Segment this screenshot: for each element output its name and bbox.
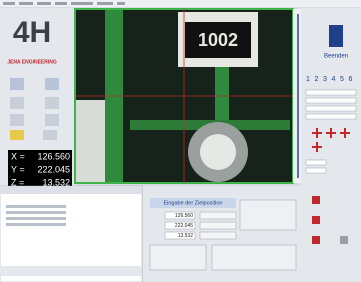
action-button[interactable] — [312, 236, 320, 244]
page: {"logo": {"mark": "4H", "company": "JENA… — [0, 0, 361, 282]
menu-items — [3, 2, 125, 5]
field-value: 222.045 — [175, 223, 193, 229]
camera-view: 1002 — [75, 9, 293, 183]
tool-icon[interactable] — [45, 114, 59, 126]
menu-bar — [0, 0, 361, 7]
slider-box — [212, 245, 296, 270]
tool-icon[interactable] — [10, 114, 24, 126]
app-window: 4H JENA ENGINEERING X = 126.560 Y = 222.… — [0, 0, 361, 282]
exit-button[interactable]: Beenden — [324, 54, 348, 60]
options-box — [240, 200, 296, 230]
field-range — [200, 222, 236, 229]
y-value: 222.045 — [37, 164, 70, 174]
options-box — [150, 245, 206, 270]
logo-company: JENA ENGINEERING — [7, 59, 57, 65]
tool-icon[interactable] — [45, 78, 59, 90]
tool-number[interactable]: 4 — [332, 76, 336, 83]
field-value: 13.532 — [178, 233, 194, 239]
tool-number[interactable]: 3 — [323, 76, 327, 83]
tool-icon[interactable] — [10, 130, 24, 140]
x-value: 126.560 — [37, 151, 70, 161]
target-fields: 126.560 222.045 13.532 — [165, 212, 236, 239]
table-toolbar — [0, 186, 142, 194]
tool-number[interactable]: 5 — [340, 76, 344, 83]
y-label: Y = — [11, 164, 25, 174]
tool-number[interactable]: 6 — [349, 76, 353, 83]
exit-icon[interactable] — [329, 25, 343, 47]
part-label: 1002 — [198, 30, 238, 50]
logo-mark: 4H — [13, 16, 51, 49]
field-range — [200, 232, 236, 239]
field-value: 126.560 — [175, 213, 193, 219]
tool-icon[interactable] — [45, 97, 59, 109]
field-range — [200, 212, 236, 219]
action-button[interactable] — [312, 196, 320, 204]
panel-title: Eingabe der Zielposition — [163, 200, 222, 206]
tool-icon[interactable] — [43, 130, 57, 140]
tool-number[interactable]: 1 — [306, 76, 310, 83]
scale-strip — [293, 9, 301, 183]
action-panel — [303, 186, 361, 282]
x-label: X = — [11, 151, 25, 161]
action-button[interactable] — [312, 216, 320, 224]
tool-number[interactable]: 2 — [315, 76, 319, 83]
tool-icon[interactable] — [10, 97, 24, 109]
tool-icon[interactable] — [10, 78, 24, 90]
action-button[interactable] — [340, 236, 348, 244]
table-navigation[interactable] — [0, 266, 142, 276]
